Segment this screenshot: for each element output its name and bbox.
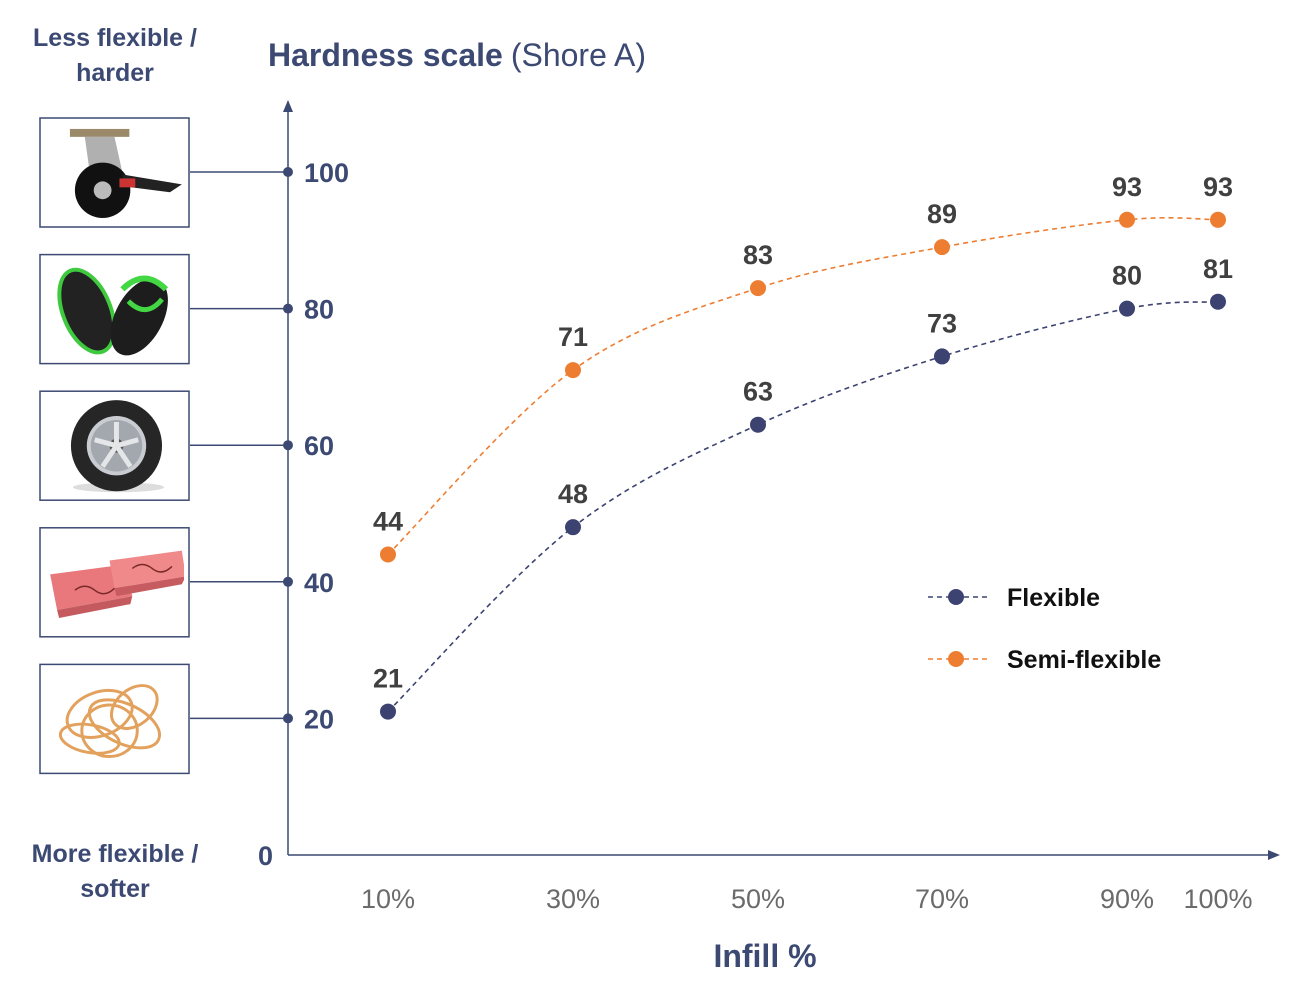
data-label-semi-flexible: 93 — [1203, 172, 1233, 202]
data-point-flexible — [1119, 300, 1135, 317]
y-tick-label: 40 — [304, 568, 334, 598]
legend-marker-flexible — [948, 589, 964, 605]
x-axis-label: Infill % — [713, 938, 816, 974]
y-tick-marker — [283, 576, 293, 587]
data-point-flexible — [380, 703, 396, 720]
legend: Flexible Semi-flexible — [928, 584, 1161, 674]
data-label-flexible: 48 — [558, 479, 588, 509]
data-label-semi-flexible: 89 — [927, 199, 957, 229]
x-axis-arrow — [1268, 850, 1280, 860]
data-point-flexible — [565, 519, 581, 536]
data-point-semi-flexible — [380, 546, 396, 563]
y-tick-label: 0 — [258, 841, 273, 871]
bottom-axis-label: More flexible / softer — [31, 840, 199, 903]
data-point-flexible — [750, 416, 766, 433]
y-tick-label: 60 — [304, 431, 334, 461]
data-point-semi-flexible — [565, 362, 581, 379]
data-point-semi-flexible — [1210, 211, 1226, 228]
data-label-flexible: 80 — [1112, 261, 1142, 291]
y-tick-label: 80 — [304, 295, 334, 325]
data-label-flexible: 73 — [927, 308, 957, 338]
x-tick-label: 10% — [361, 884, 415, 914]
data-label-flexible: 21 — [373, 664, 403, 694]
data-point-flexible — [934, 348, 950, 365]
y-tick-marker — [283, 303, 293, 314]
data-point-semi-flexible — [1119, 211, 1135, 228]
series-line-semi-flexible — [387, 217, 1219, 556]
y-tick-marker — [283, 713, 293, 724]
y-tick-marker — [283, 440, 293, 451]
data-label-semi-flexible: 83 — [743, 240, 773, 270]
x-tick-label: 100% — [1183, 884, 1252, 914]
x-tick-label: 30% — [546, 884, 600, 914]
data-label-semi-flexible: 44 — [373, 506, 403, 536]
data-point-semi-flexible — [750, 280, 766, 297]
top-axis-label: Less flexible / harder — [33, 24, 197, 87]
y-tick-label: 100 — [304, 158, 349, 188]
data-point-flexible — [1210, 293, 1226, 310]
x-tick-label: 90% — [1100, 884, 1154, 914]
data-label-flexible: 63 — [743, 377, 773, 407]
data-label-semi-flexible: 93 — [1112, 172, 1142, 202]
x-tick-label: 70% — [915, 884, 969, 914]
legend-label-semi-flexible: Semi-flexible — [1007, 646, 1161, 674]
data-label-semi-flexible: 71 — [558, 322, 588, 352]
chart-title: Hardness scale (Shore A) — [268, 37, 646, 73]
y-tick-label: 20 — [304, 704, 334, 734]
data-label-flexible: 81 — [1203, 254, 1233, 284]
data-point-semi-flexible — [934, 239, 950, 256]
x-tick-label: 50% — [731, 884, 785, 914]
y-tick-marker — [283, 167, 293, 177]
y-axis-arrow — [283, 100, 293, 112]
legend-label-flexible: Flexible — [1007, 584, 1100, 612]
legend-marker-semi-flexible — [948, 651, 964, 667]
